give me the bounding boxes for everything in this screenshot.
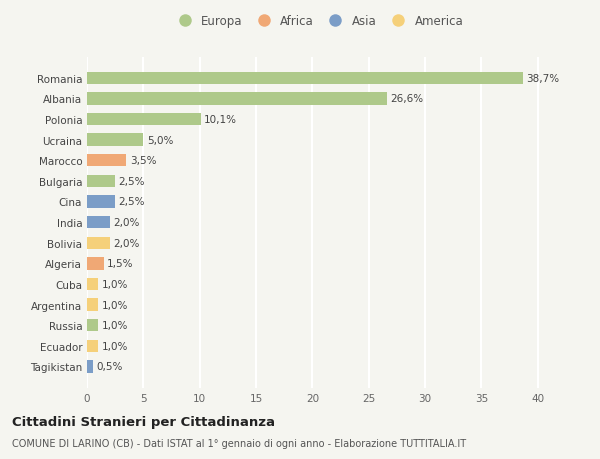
Text: 2,0%: 2,0% (113, 218, 139, 228)
Bar (87, 196, 115, 208)
Text: 2,0%: 2,0% (113, 238, 139, 248)
Bar (87, 155, 127, 167)
Bar (87, 360, 92, 373)
Text: 3,5%: 3,5% (130, 156, 157, 166)
Bar (87, 73, 523, 85)
Text: 10,1%: 10,1% (204, 115, 237, 125)
Text: 1,0%: 1,0% (101, 341, 128, 351)
Bar (87, 319, 98, 332)
Bar (87, 340, 98, 352)
Text: 1,0%: 1,0% (101, 320, 128, 330)
Text: Cittadini Stranieri per Cittadinanza: Cittadini Stranieri per Cittadinanza (12, 415, 275, 428)
Bar (87, 113, 201, 126)
Legend: Europa, Africa, Asia, America: Europa, Africa, Asia, America (168, 11, 468, 33)
Text: 26,6%: 26,6% (390, 94, 423, 104)
Text: 0,5%: 0,5% (96, 362, 122, 372)
Bar (87, 93, 387, 105)
Bar (87, 217, 110, 229)
Text: 1,0%: 1,0% (101, 300, 128, 310)
Bar (87, 134, 143, 146)
Bar (87, 257, 104, 270)
Bar (87, 175, 115, 188)
Bar (87, 278, 98, 291)
Text: 2,5%: 2,5% (119, 176, 145, 186)
Text: 38,7%: 38,7% (526, 73, 560, 84)
Text: 1,0%: 1,0% (101, 280, 128, 289)
Bar (87, 299, 98, 311)
Bar (87, 237, 110, 249)
Text: COMUNE DI LARINO (CB) - Dati ISTAT al 1° gennaio di ogni anno - Elaborazione TUT: COMUNE DI LARINO (CB) - Dati ISTAT al 1°… (12, 438, 466, 448)
Text: 1,5%: 1,5% (107, 259, 134, 269)
Text: 5,0%: 5,0% (147, 135, 173, 146)
Text: 2,5%: 2,5% (119, 197, 145, 207)
